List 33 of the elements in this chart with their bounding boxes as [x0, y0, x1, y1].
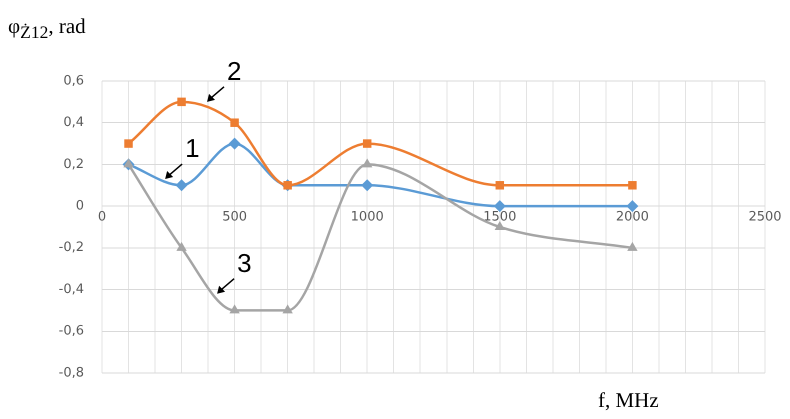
x-tick-label: 1000 [350, 209, 384, 224]
y-tick-label: 0,2 [63, 156, 84, 172]
y-tick-label: 0 [76, 198, 84, 214]
point [124, 139, 133, 148]
y-tick-label: 0,4 [63, 115, 84, 130]
y-tick-label: -0,8 [58, 365, 84, 380]
y-axis-title: φ$_{Ż12}$, rad [8, 14, 86, 44]
point [361, 179, 374, 192]
point [496, 181, 504, 190]
x-axis-title: f, MHz [598, 388, 659, 413]
point [230, 118, 239, 127]
x-tick-label: 0 [98, 209, 106, 224]
point [229, 304, 240, 314]
y-tick-label: -0,2 [58, 240, 84, 256]
annotation: 2 [227, 56, 242, 86]
x-tick-label: 2000 [616, 209, 649, 224]
y-tick-label: -0,4 [58, 282, 84, 297]
annotation: 1 [185, 133, 200, 164]
y-tick-label: -0,6 [58, 324, 84, 339]
y-tick-label: 0,6 [63, 73, 84, 88]
point [282, 304, 293, 314]
annotation: 3 [237, 248, 252, 278]
x-tick-label: 1500 [483, 209, 516, 224]
point [494, 221, 505, 230]
x-tick-label: 2500 [748, 209, 782, 224]
x-tick-label: 500 [222, 209, 248, 224]
point [628, 181, 637, 190]
point [176, 242, 187, 251]
point [228, 138, 241, 150]
point [176, 179, 188, 192]
point [627, 242, 638, 251]
point [362, 139, 372, 148]
point [177, 98, 186, 106]
